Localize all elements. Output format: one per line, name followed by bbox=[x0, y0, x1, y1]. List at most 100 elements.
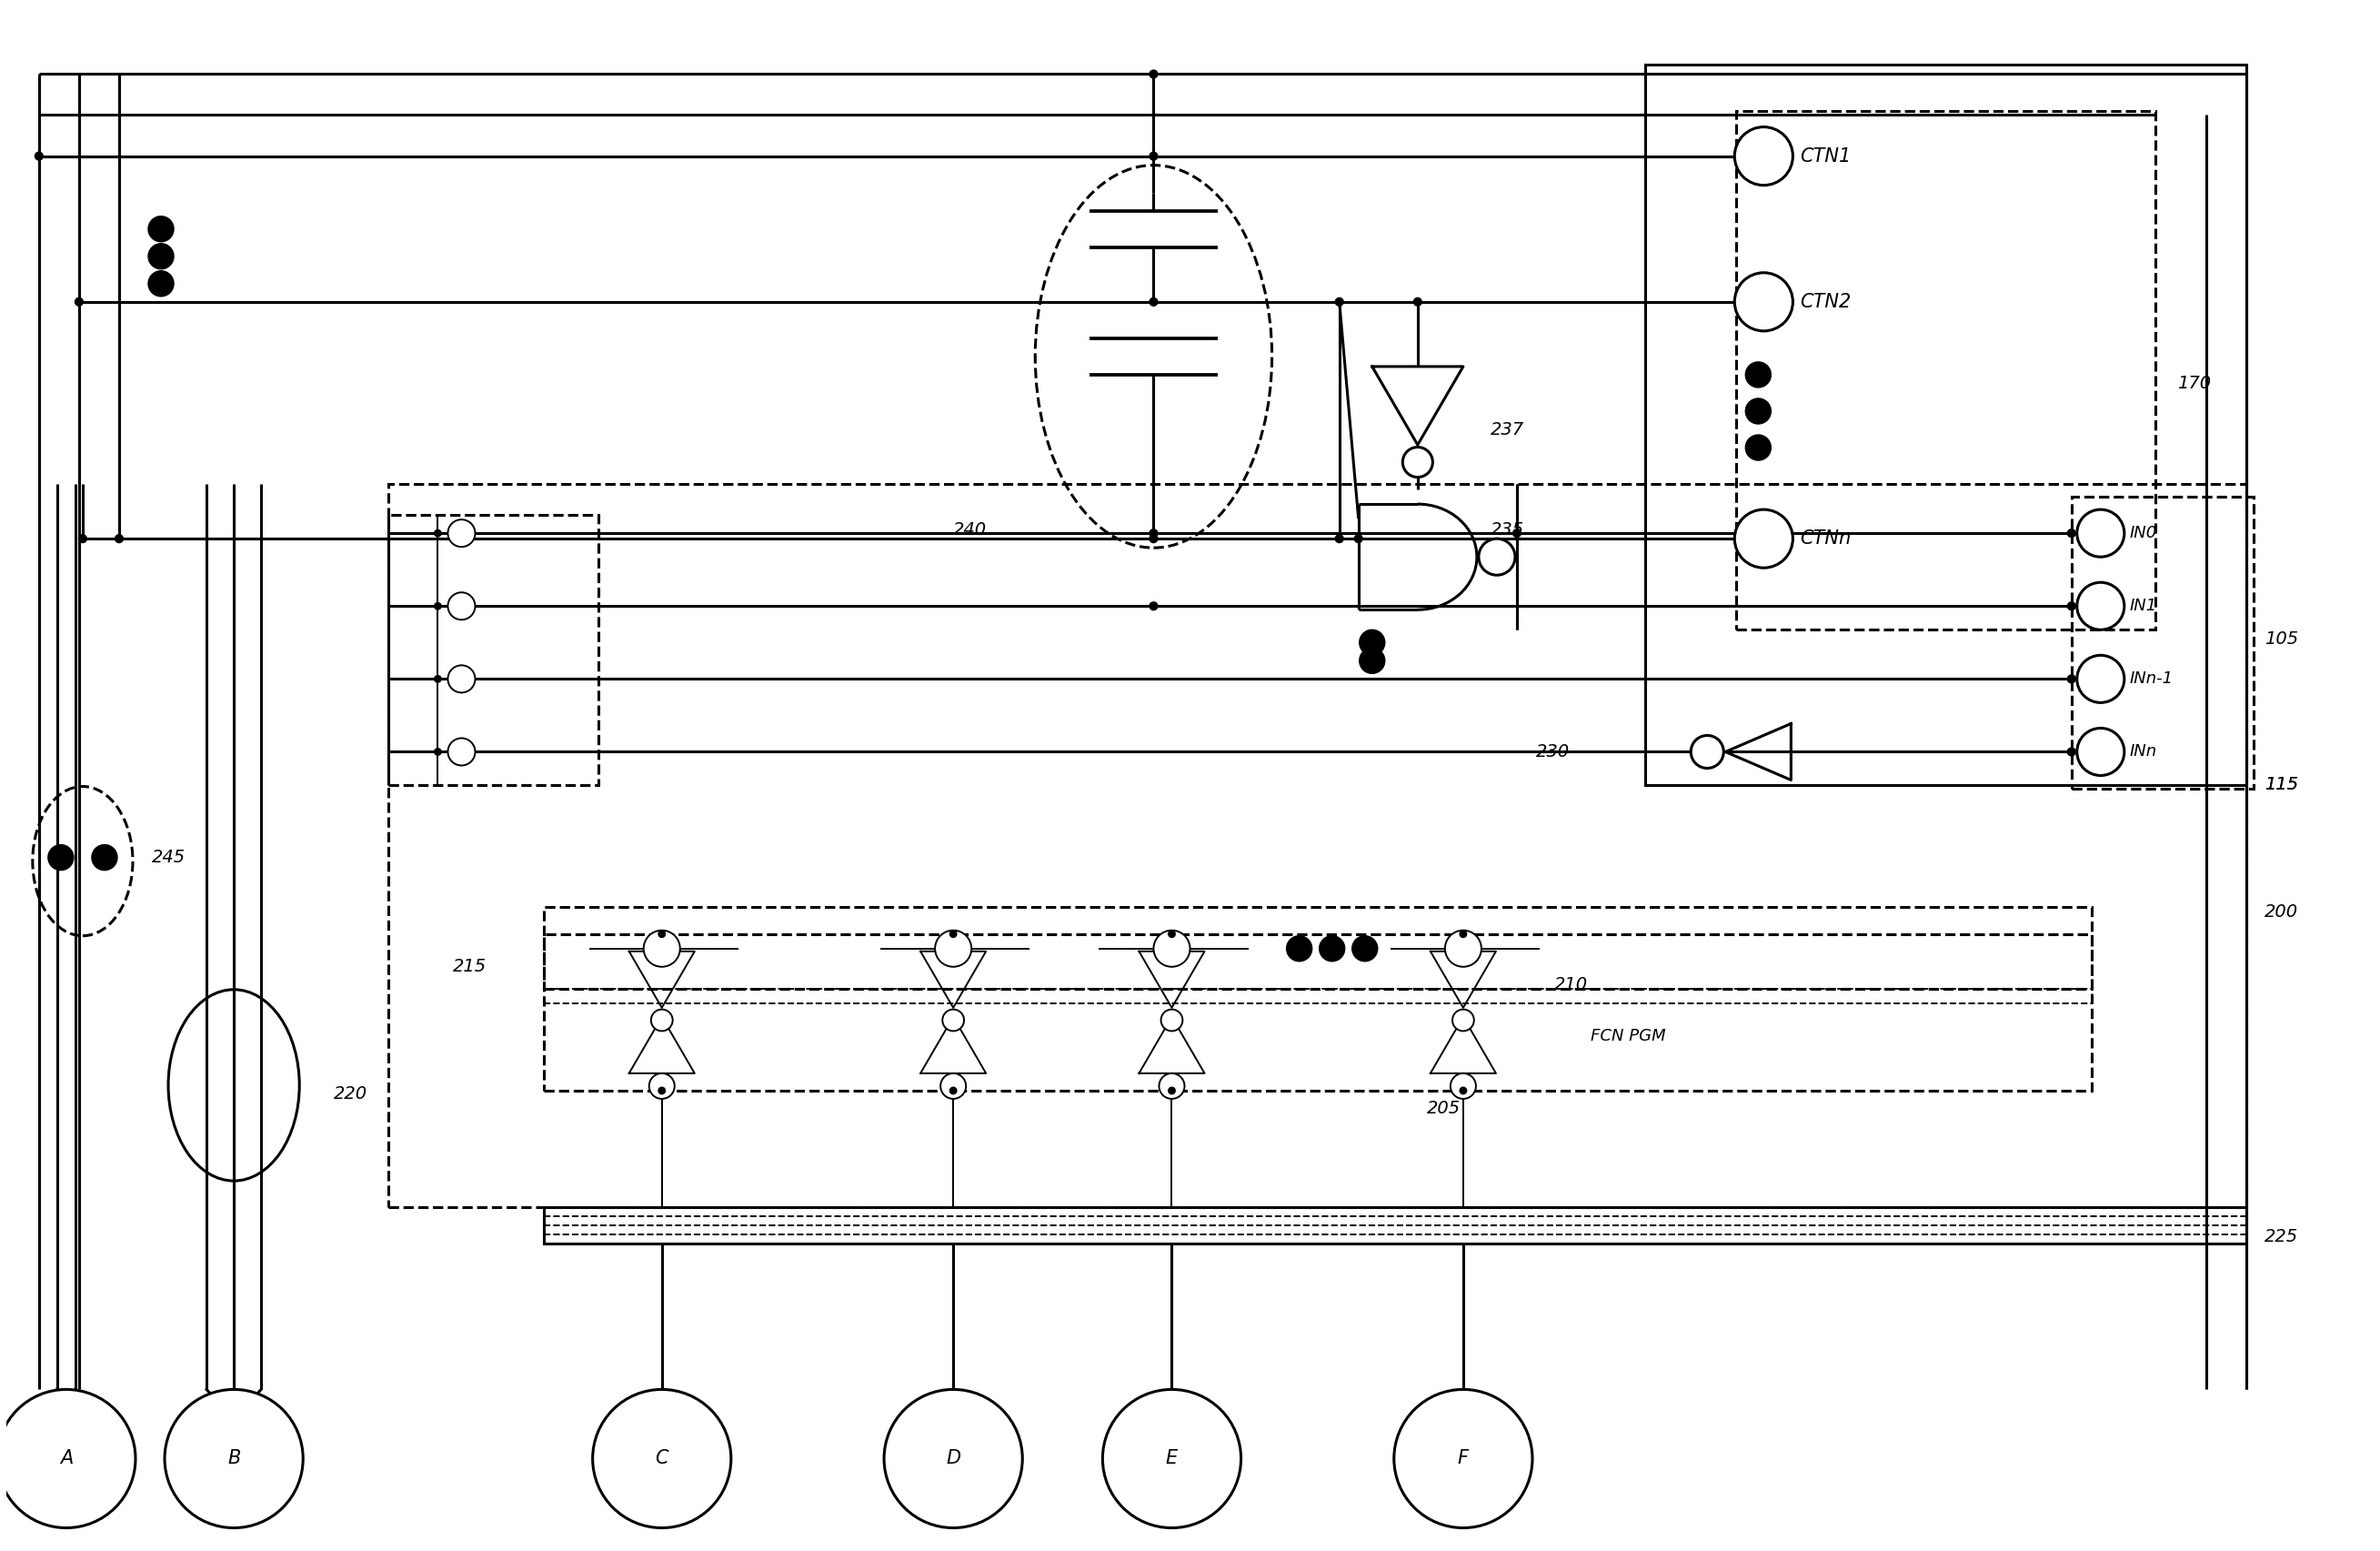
Circle shape bbox=[148, 271, 174, 296]
Bar bbox=[388, 515, 597, 785]
Circle shape bbox=[1319, 935, 1345, 962]
Circle shape bbox=[436, 749, 440, 755]
Circle shape bbox=[2068, 602, 2075, 610]
Circle shape bbox=[1150, 529, 1157, 537]
Bar bbox=[543, 934, 2092, 1090]
Circle shape bbox=[1449, 1073, 1476, 1098]
Circle shape bbox=[447, 592, 476, 620]
Circle shape bbox=[0, 1390, 136, 1528]
Circle shape bbox=[1150, 70, 1157, 78]
Circle shape bbox=[1514, 529, 1521, 537]
Text: 225: 225 bbox=[2263, 1228, 2299, 1245]
Text: 245: 245 bbox=[152, 848, 186, 865]
Circle shape bbox=[2068, 529, 2075, 537]
Text: 115: 115 bbox=[2263, 776, 2299, 793]
Bar bbox=[1645, 65, 2247, 785]
Circle shape bbox=[1745, 399, 1771, 423]
Circle shape bbox=[79, 535, 86, 543]
Text: 240: 240 bbox=[954, 521, 988, 538]
Circle shape bbox=[1102, 1390, 1240, 1528]
Text: 235: 235 bbox=[1490, 521, 1523, 538]
Circle shape bbox=[1745, 361, 1771, 388]
Text: INn: INn bbox=[2130, 743, 2156, 760]
Bar bbox=[543, 907, 2092, 988]
Circle shape bbox=[1150, 298, 1157, 306]
Circle shape bbox=[659, 1087, 666, 1093]
Text: 170: 170 bbox=[2178, 375, 2211, 392]
Circle shape bbox=[1735, 510, 1792, 568]
Circle shape bbox=[114, 535, 124, 543]
Circle shape bbox=[93, 845, 117, 870]
Circle shape bbox=[1735, 127, 1792, 185]
Circle shape bbox=[2068, 675, 2075, 682]
Circle shape bbox=[2068, 748, 2075, 755]
Circle shape bbox=[1452, 1010, 1473, 1031]
Text: 105: 105 bbox=[2263, 630, 2299, 647]
Text: 220: 220 bbox=[333, 1086, 369, 1103]
Text: CTN2: CTN2 bbox=[1799, 293, 1852, 310]
Circle shape bbox=[650, 1073, 674, 1098]
Circle shape bbox=[1335, 298, 1342, 306]
Text: 237: 237 bbox=[1490, 420, 1523, 437]
Circle shape bbox=[1169, 1087, 1176, 1093]
Text: 205: 205 bbox=[1426, 1100, 1461, 1118]
Circle shape bbox=[1445, 931, 1480, 966]
Circle shape bbox=[1352, 935, 1378, 962]
Circle shape bbox=[1161, 1010, 1183, 1031]
Circle shape bbox=[447, 520, 476, 548]
Circle shape bbox=[1478, 538, 1516, 575]
Circle shape bbox=[447, 665, 476, 693]
Circle shape bbox=[1359, 648, 1385, 673]
Circle shape bbox=[593, 1390, 731, 1528]
Text: 210: 210 bbox=[1554, 977, 1587, 994]
Circle shape bbox=[1154, 931, 1190, 966]
Circle shape bbox=[940, 1073, 966, 1098]
Circle shape bbox=[1159, 1073, 1185, 1098]
Circle shape bbox=[935, 931, 971, 966]
Text: F: F bbox=[1457, 1450, 1468, 1467]
Text: 230: 230 bbox=[1535, 743, 1571, 760]
Circle shape bbox=[1690, 735, 1723, 768]
Text: E: E bbox=[1166, 1450, 1178, 1467]
Circle shape bbox=[148, 244, 174, 268]
Circle shape bbox=[436, 603, 440, 610]
Circle shape bbox=[1459, 1087, 1466, 1093]
Circle shape bbox=[36, 152, 43, 160]
Text: D: D bbox=[945, 1450, 962, 1467]
Text: CTN1: CTN1 bbox=[1799, 147, 1852, 166]
Circle shape bbox=[76, 298, 83, 306]
Circle shape bbox=[48, 845, 74, 870]
Text: 200: 200 bbox=[2263, 904, 2299, 921]
Text: B: B bbox=[228, 1450, 240, 1467]
Circle shape bbox=[1150, 535, 1157, 543]
Circle shape bbox=[652, 1010, 674, 1031]
Text: C: C bbox=[655, 1450, 669, 1467]
Circle shape bbox=[1359, 630, 1385, 655]
Text: 115: 115 bbox=[2263, 776, 2299, 793]
Circle shape bbox=[1395, 1390, 1533, 1528]
Circle shape bbox=[1169, 931, 1176, 937]
Circle shape bbox=[1414, 298, 1421, 306]
Circle shape bbox=[436, 530, 440, 537]
Circle shape bbox=[148, 216, 174, 242]
Circle shape bbox=[1735, 273, 1792, 330]
Text: A: A bbox=[60, 1450, 74, 1467]
Text: INn-1: INn-1 bbox=[2130, 670, 2173, 687]
Circle shape bbox=[1745, 434, 1771, 461]
Bar bbox=[543, 1207, 2247, 1244]
Circle shape bbox=[1288, 935, 1311, 962]
Circle shape bbox=[436, 676, 440, 682]
Circle shape bbox=[447, 738, 476, 766]
Circle shape bbox=[2078, 582, 2125, 630]
Text: IN1: IN1 bbox=[2130, 597, 2156, 614]
Bar bbox=[2071, 496, 2254, 788]
Text: FCN PGM: FCN PGM bbox=[1590, 1028, 1666, 1044]
Bar bbox=[1737, 110, 2156, 630]
Text: CTNn: CTNn bbox=[1799, 529, 1852, 548]
Circle shape bbox=[643, 931, 681, 966]
Bar bbox=[388, 484, 2247, 1207]
Circle shape bbox=[1459, 931, 1466, 937]
Circle shape bbox=[2078, 510, 2125, 557]
Circle shape bbox=[950, 1087, 957, 1093]
Circle shape bbox=[164, 1390, 302, 1528]
